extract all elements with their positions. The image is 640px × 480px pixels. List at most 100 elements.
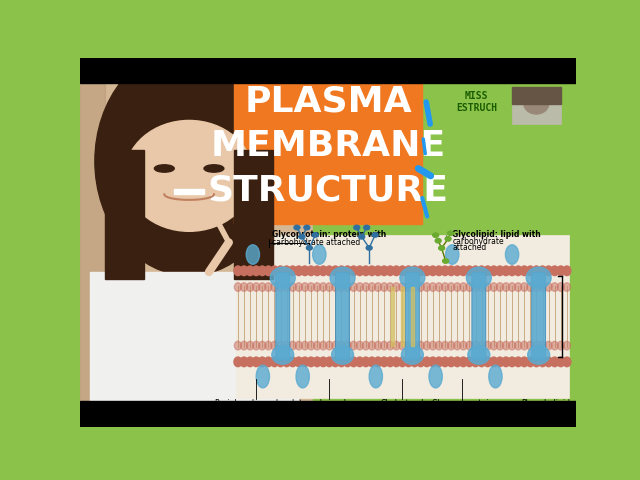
Ellipse shape bbox=[520, 266, 528, 276]
Ellipse shape bbox=[423, 357, 431, 367]
Ellipse shape bbox=[435, 357, 443, 367]
Ellipse shape bbox=[314, 283, 321, 291]
Ellipse shape bbox=[289, 283, 296, 291]
Ellipse shape bbox=[435, 341, 442, 350]
Ellipse shape bbox=[526, 266, 534, 276]
Ellipse shape bbox=[489, 365, 502, 388]
Ellipse shape bbox=[557, 357, 564, 367]
FancyBboxPatch shape bbox=[472, 273, 486, 360]
Ellipse shape bbox=[301, 357, 309, 367]
Ellipse shape bbox=[368, 266, 376, 276]
Ellipse shape bbox=[295, 283, 302, 291]
Ellipse shape bbox=[401, 346, 423, 364]
Ellipse shape bbox=[301, 341, 308, 350]
Ellipse shape bbox=[527, 283, 534, 291]
Circle shape bbox=[435, 239, 441, 243]
Bar bbox=[313, 84, 576, 401]
Ellipse shape bbox=[539, 266, 547, 276]
Ellipse shape bbox=[295, 357, 303, 367]
Ellipse shape bbox=[265, 283, 272, 291]
Text: Peripheral membrane
protein: Peripheral membrane protein bbox=[214, 399, 298, 419]
Ellipse shape bbox=[234, 357, 242, 367]
Ellipse shape bbox=[417, 341, 424, 350]
Ellipse shape bbox=[368, 357, 376, 367]
Ellipse shape bbox=[539, 283, 546, 291]
Circle shape bbox=[364, 225, 370, 230]
Circle shape bbox=[294, 225, 300, 230]
Ellipse shape bbox=[319, 341, 327, 350]
Ellipse shape bbox=[307, 266, 315, 276]
Text: Cholesterol: Cholesterol bbox=[381, 399, 424, 408]
Ellipse shape bbox=[356, 266, 364, 276]
Ellipse shape bbox=[240, 357, 248, 367]
Ellipse shape bbox=[234, 266, 242, 276]
Ellipse shape bbox=[460, 266, 467, 276]
Ellipse shape bbox=[319, 357, 327, 367]
Ellipse shape bbox=[472, 266, 479, 276]
FancyBboxPatch shape bbox=[335, 273, 349, 360]
Ellipse shape bbox=[313, 266, 321, 276]
Bar bbox=[105, 150, 145, 279]
Ellipse shape bbox=[502, 357, 510, 367]
Ellipse shape bbox=[563, 266, 571, 276]
Ellipse shape bbox=[490, 283, 497, 291]
Ellipse shape bbox=[259, 266, 266, 276]
Text: STRUCTURE: STRUCTURE bbox=[207, 174, 449, 208]
Ellipse shape bbox=[283, 266, 291, 276]
Ellipse shape bbox=[435, 283, 442, 291]
Circle shape bbox=[299, 235, 305, 239]
Ellipse shape bbox=[344, 341, 351, 350]
Ellipse shape bbox=[441, 357, 449, 367]
Ellipse shape bbox=[453, 266, 461, 276]
Ellipse shape bbox=[270, 267, 295, 288]
Ellipse shape bbox=[246, 245, 259, 264]
Ellipse shape bbox=[551, 357, 559, 367]
Ellipse shape bbox=[551, 341, 558, 350]
Ellipse shape bbox=[506, 245, 518, 264]
Ellipse shape bbox=[524, 94, 548, 114]
Bar bbox=[391, 287, 394, 346]
Ellipse shape bbox=[387, 266, 394, 276]
Ellipse shape bbox=[404, 266, 412, 276]
Ellipse shape bbox=[557, 266, 564, 276]
Bar bbox=[401, 287, 404, 346]
Ellipse shape bbox=[472, 357, 479, 367]
Ellipse shape bbox=[387, 283, 394, 291]
Ellipse shape bbox=[301, 283, 308, 291]
Ellipse shape bbox=[465, 266, 474, 276]
Bar bbox=[411, 287, 414, 346]
Ellipse shape bbox=[259, 283, 266, 291]
Ellipse shape bbox=[277, 341, 284, 350]
Ellipse shape bbox=[551, 283, 558, 291]
Ellipse shape bbox=[527, 341, 534, 350]
Ellipse shape bbox=[246, 357, 254, 367]
Ellipse shape bbox=[484, 283, 492, 291]
Ellipse shape bbox=[241, 283, 248, 291]
Ellipse shape bbox=[319, 266, 327, 276]
Ellipse shape bbox=[477, 266, 486, 276]
Bar bbox=[234, 84, 422, 224]
Ellipse shape bbox=[369, 341, 376, 350]
Ellipse shape bbox=[411, 283, 418, 291]
Ellipse shape bbox=[405, 283, 412, 291]
Ellipse shape bbox=[344, 357, 351, 367]
Ellipse shape bbox=[332, 357, 339, 367]
Ellipse shape bbox=[259, 357, 266, 367]
Ellipse shape bbox=[350, 341, 357, 350]
Ellipse shape bbox=[271, 357, 278, 367]
Ellipse shape bbox=[325, 266, 333, 276]
Ellipse shape bbox=[533, 341, 540, 350]
Ellipse shape bbox=[356, 341, 364, 350]
Ellipse shape bbox=[435, 266, 443, 276]
Ellipse shape bbox=[515, 283, 522, 291]
Ellipse shape bbox=[369, 283, 376, 291]
Circle shape bbox=[433, 233, 438, 238]
Ellipse shape bbox=[423, 283, 430, 291]
Ellipse shape bbox=[477, 357, 486, 367]
Ellipse shape bbox=[240, 266, 248, 276]
Ellipse shape bbox=[241, 341, 248, 350]
Ellipse shape bbox=[362, 341, 369, 350]
Ellipse shape bbox=[319, 283, 327, 291]
Ellipse shape bbox=[154, 165, 174, 172]
Ellipse shape bbox=[272, 346, 294, 364]
